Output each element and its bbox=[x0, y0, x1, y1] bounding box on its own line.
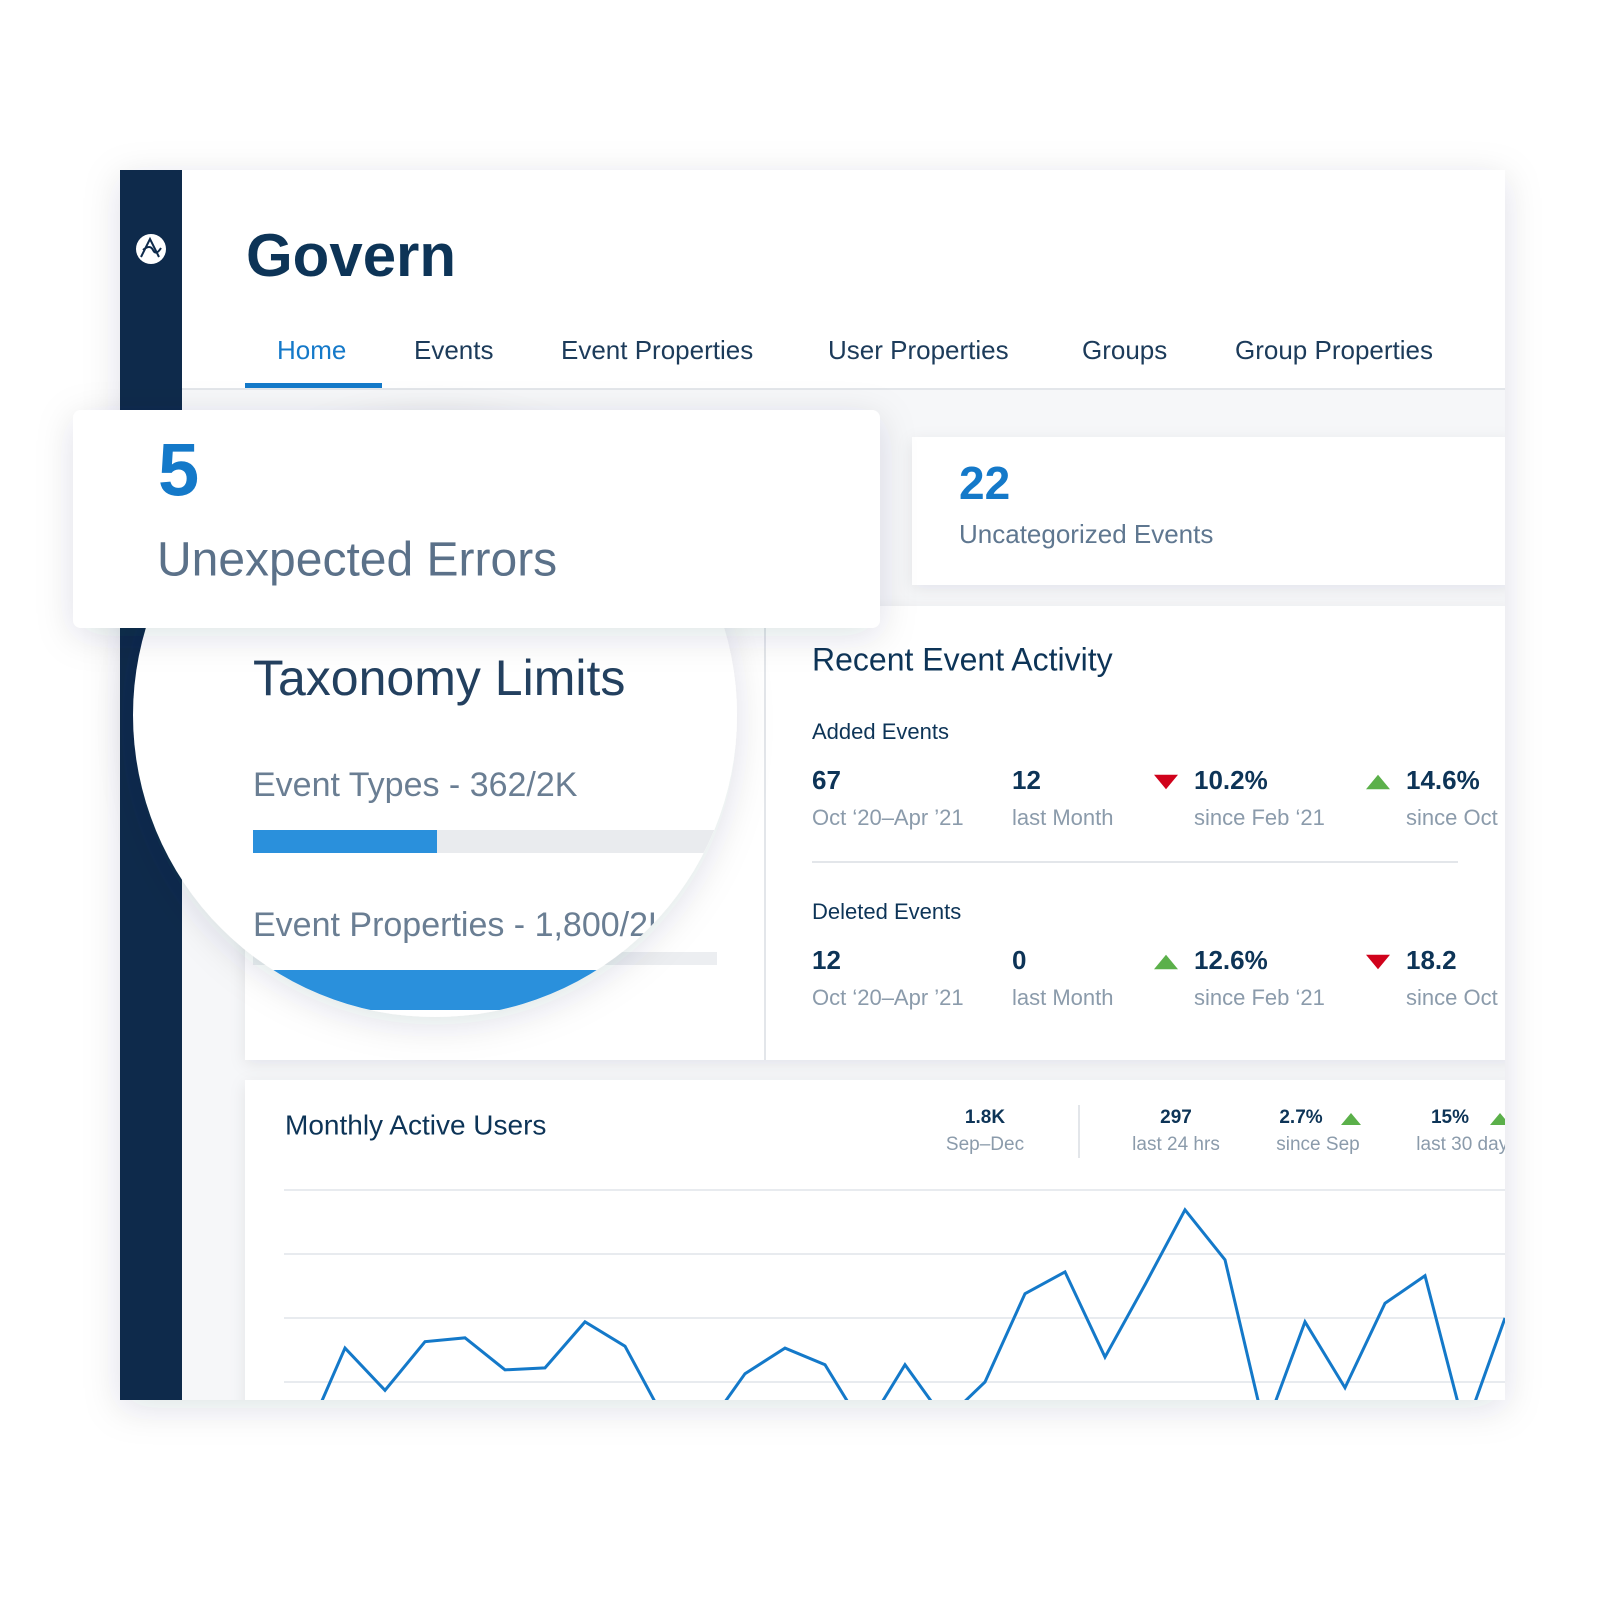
stat-label: last Month bbox=[1012, 985, 1114, 1010]
trend-arrow bbox=[1366, 954, 1390, 970]
nav-tab[interactable]: Group Properties bbox=[1235, 335, 1433, 365]
stat-value: 67 bbox=[812, 765, 841, 795]
nav-tab[interactable]: Event Properties bbox=[561, 335, 753, 365]
stat-label: Oct ‘20–Apr ’21 bbox=[812, 805, 964, 830]
stat-label: since Feb ‘21 bbox=[1194, 985, 1325, 1010]
stat-label: last 30 days bbox=[1416, 1134, 1517, 1155]
stat-label: Sep–Dec bbox=[946, 1134, 1024, 1155]
stat-label: since Oct bbox=[1406, 805, 1498, 830]
stat-label: Oct ‘20–Apr ’21 bbox=[812, 985, 964, 1010]
errors-card[interactable] bbox=[73, 410, 880, 628]
stat-label: since Sep bbox=[1276, 1134, 1359, 1155]
tab-underline bbox=[245, 383, 382, 388]
stat-value: 18.2 bbox=[1406, 945, 1457, 975]
limit-label: Event Types - 362/2K bbox=[253, 766, 578, 804]
stat-label: since Feb ‘21 bbox=[1194, 805, 1325, 830]
uncategorized-card[interactable] bbox=[912, 437, 1512, 585]
stat-value: 15% bbox=[1431, 1107, 1469, 1128]
stat-label: last 24 hrs bbox=[1132, 1134, 1220, 1155]
errors-label: Unexpected Errors bbox=[157, 534, 557, 587]
page-title: Govern bbox=[246, 222, 456, 289]
stat-label: last Month bbox=[1012, 805, 1114, 830]
mau-line bbox=[320, 1207, 1505, 1400]
trend-arrow bbox=[1366, 774, 1390, 790]
trend-arrow bbox=[1341, 1113, 1361, 1125]
limit-label: Event Properties - 1,800/2K bbox=[253, 906, 671, 944]
nav-tab[interactable]: Home bbox=[277, 335, 346, 365]
nav-tab[interactable]: Events bbox=[414, 335, 494, 365]
stat-value: 14.6% bbox=[1406, 765, 1480, 795]
stat-value: 12 bbox=[1012, 765, 1041, 795]
trend-arrow bbox=[1490, 1113, 1505, 1125]
stat-value: 12.6% bbox=[1194, 945, 1268, 975]
stat-value: 10.2% bbox=[1194, 765, 1268, 795]
card-value: 22 bbox=[959, 457, 1010, 509]
progress-fill bbox=[253, 830, 437, 853]
subsection-title: Added Events bbox=[812, 719, 949, 744]
section-title: Monthly Active Users bbox=[285, 1109, 546, 1140]
stat-value: 12 bbox=[812, 945, 841, 975]
trend-arrow bbox=[1154, 774, 1178, 790]
card-label: Uncategorized Events bbox=[959, 519, 1213, 549]
stat-value: 1.8K bbox=[965, 1107, 1005, 1128]
nav-tab[interactable]: User Properties bbox=[828, 335, 1009, 365]
stat-value: 0 bbox=[1012, 945, 1026, 975]
stat-label: since Oct bbox=[1406, 985, 1498, 1010]
logo-mark bbox=[140, 236, 162, 258]
taxonomy-title: Taxonomy Limits bbox=[253, 650, 625, 706]
trend-arrow bbox=[1154, 954, 1178, 970]
nav-tab[interactable]: Groups bbox=[1082, 335, 1167, 365]
stat-value: 2.7% bbox=[1279, 1107, 1322, 1128]
section-title: Recent Event Activity bbox=[812, 641, 1113, 677]
stat-value: 297 bbox=[1160, 1107, 1192, 1128]
errors-value: 5 bbox=[158, 429, 199, 512]
subsection-title: Deleted Events bbox=[812, 899, 961, 924]
